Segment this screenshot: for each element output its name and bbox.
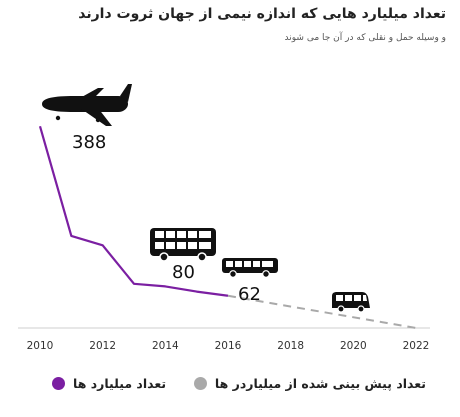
x-tick-label: 2010 bbox=[27, 340, 54, 352]
legend-swatch-projected bbox=[193, 377, 207, 390]
legend-swatch-actual bbox=[52, 377, 65, 390]
x-tick-label: 2012 bbox=[89, 340, 116, 352]
data-label-62: 62 bbox=[238, 284, 261, 305]
x-tick-label: 2014 bbox=[152, 340, 179, 352]
x-tick-label: 2018 bbox=[277, 340, 304, 352]
data-label-80: 80 bbox=[172, 262, 195, 283]
data-label-388: 388 bbox=[72, 132, 106, 153]
bus-icon bbox=[222, 258, 278, 278]
legend-item-projected: تعداد پیش بینی شده از میلیاردر ها bbox=[193, 376, 426, 391]
double-decker-bus-icon bbox=[150, 228, 216, 262]
x-tick-label: 2022 bbox=[403, 340, 430, 352]
legend-label-projected: تعداد پیش بینی شده از میلیاردر ها bbox=[214, 376, 426, 391]
airplane-icon bbox=[42, 84, 132, 126]
chart-title: تعداد میلیارد هایی که اندازه نیمی از جها… bbox=[78, 6, 446, 22]
x-tick-label: 2020 bbox=[340, 340, 367, 352]
series-line-projected bbox=[227, 294, 417, 329]
legend-item-actual: تعداد میلیارد ها bbox=[52, 376, 166, 391]
x-tick-label: 2016 bbox=[215, 340, 242, 352]
legend-label-actual: تعداد میلیارد ها bbox=[73, 376, 167, 391]
minibus-icon bbox=[332, 292, 370, 313]
series-line-actual bbox=[38, 125, 229, 297]
chart-subtitle: و وسیله حمل و نقلی که در آن جا می شوند bbox=[284, 33, 446, 43]
